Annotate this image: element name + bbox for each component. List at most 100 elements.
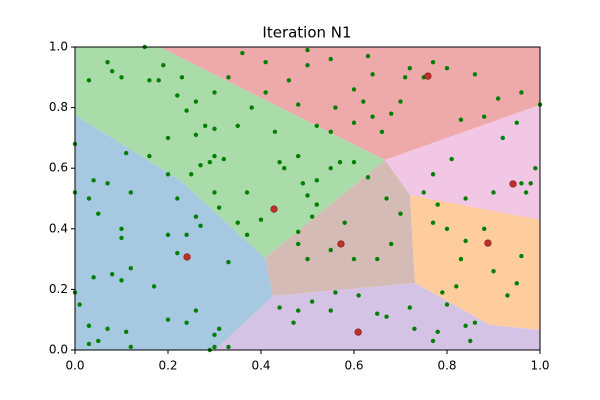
point xyxy=(337,159,343,165)
point xyxy=(128,190,133,195)
point xyxy=(430,338,436,344)
point xyxy=(407,305,412,310)
point xyxy=(165,232,171,238)
point xyxy=(77,302,82,307)
point xyxy=(96,211,101,216)
point xyxy=(375,311,380,316)
point xyxy=(444,226,450,231)
point xyxy=(193,132,199,138)
point xyxy=(314,123,319,128)
point xyxy=(216,326,222,331)
point xyxy=(105,326,110,331)
y-tick-label: 0.4 xyxy=(49,221,68,235)
point xyxy=(449,156,454,162)
region xyxy=(75,47,385,258)
centroid xyxy=(484,239,492,247)
point xyxy=(212,126,217,132)
point xyxy=(528,181,533,186)
point xyxy=(207,159,213,165)
point xyxy=(193,99,199,104)
centroid xyxy=(337,240,345,248)
point xyxy=(389,111,394,116)
point xyxy=(435,329,440,335)
point xyxy=(147,78,152,83)
point xyxy=(523,190,529,195)
point xyxy=(468,338,473,344)
point xyxy=(472,320,478,325)
point xyxy=(300,181,306,186)
point xyxy=(216,205,222,210)
point xyxy=(435,202,440,207)
point xyxy=(314,202,319,207)
point xyxy=(398,211,403,216)
point xyxy=(86,78,92,83)
point xyxy=(175,196,180,201)
point xyxy=(156,78,161,83)
point xyxy=(212,190,217,195)
y-tick-label: 0.0 xyxy=(49,343,68,357)
point xyxy=(286,78,292,83)
centroid xyxy=(424,72,432,80)
point xyxy=(189,172,194,177)
point xyxy=(296,229,301,235)
point xyxy=(123,150,129,156)
point xyxy=(370,72,375,77)
point xyxy=(365,53,371,59)
point xyxy=(365,175,371,180)
point xyxy=(351,159,357,165)
point xyxy=(328,247,333,253)
point xyxy=(198,162,203,168)
point xyxy=(454,284,459,289)
point xyxy=(296,102,301,107)
point xyxy=(198,223,203,228)
centroid xyxy=(354,328,362,336)
point xyxy=(533,166,538,171)
point xyxy=(309,299,315,304)
point xyxy=(86,341,92,347)
point xyxy=(351,256,357,262)
point xyxy=(430,59,436,65)
y-tick-label: 0.6 xyxy=(49,161,68,175)
point xyxy=(333,105,338,110)
x-tick-label: 1.0 xyxy=(530,359,549,373)
point xyxy=(351,120,357,125)
point xyxy=(402,75,408,80)
point xyxy=(495,96,501,101)
chart-title: Iteration N1 xyxy=(262,24,351,42)
point xyxy=(203,123,208,128)
point xyxy=(91,178,96,183)
point xyxy=(491,190,496,195)
point xyxy=(175,250,180,256)
x-tick-label: 0.2 xyxy=(158,359,177,373)
point xyxy=(277,305,282,310)
point xyxy=(519,253,524,259)
point xyxy=(314,178,319,183)
point xyxy=(147,153,152,159)
centroid xyxy=(509,180,517,188)
regions xyxy=(75,47,540,350)
point xyxy=(384,314,389,319)
point xyxy=(342,220,347,225)
point xyxy=(184,108,189,113)
point xyxy=(184,320,189,325)
point xyxy=(119,226,124,231)
point xyxy=(212,332,217,338)
point xyxy=(240,50,245,56)
point xyxy=(361,99,366,104)
point xyxy=(119,278,124,283)
plot-frame xyxy=(74,46,541,351)
point xyxy=(296,153,301,159)
point xyxy=(184,232,189,238)
region xyxy=(160,47,540,160)
point xyxy=(333,290,338,295)
x-tick-label: 0.4 xyxy=(251,359,270,373)
point xyxy=(193,308,199,313)
point xyxy=(379,129,385,135)
point xyxy=(282,166,287,171)
point xyxy=(296,308,301,313)
point xyxy=(514,281,519,286)
point xyxy=(370,114,375,119)
point xyxy=(458,256,464,262)
point xyxy=(296,241,301,247)
point xyxy=(193,214,199,219)
